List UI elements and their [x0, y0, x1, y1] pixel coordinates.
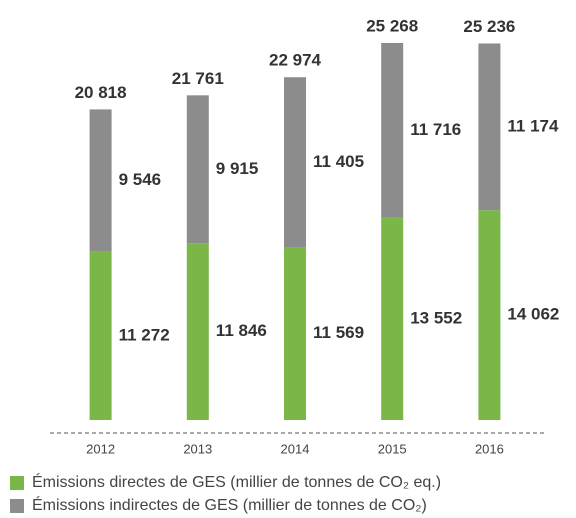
- bar-segment: [284, 77, 306, 248]
- total-label: 22 974: [269, 51, 322, 70]
- bar-segment: [381, 217, 404, 420]
- bar-segment: [381, 43, 404, 218]
- total-label: 20 818: [75, 83, 127, 102]
- total-label: 21 761: [172, 69, 224, 88]
- x-tick-label: 2013: [183, 441, 212, 456]
- bar-segment: [478, 210, 501, 420]
- bar-segment: [284, 247, 306, 420]
- bar-segment: [186, 243, 209, 420]
- legend-label: Émissions directes de GES (millier de to…: [32, 472, 441, 491]
- bar-segment: [186, 95, 209, 244]
- value-label: 9 915: [216, 159, 259, 178]
- value-label: 11 174: [507, 116, 559, 135]
- legend-swatch: [10, 476, 24, 490]
- value-label: 13 552: [410, 308, 462, 327]
- x-tick-label: 2016: [475, 441, 504, 456]
- value-label: 14 062: [507, 305, 559, 324]
- value-label: 11 272: [119, 325, 170, 344]
- total-label: 25 236: [463, 17, 515, 36]
- x-tick-label: 2014: [281, 441, 310, 456]
- bar-segment: [89, 251, 112, 420]
- value-label: 11 569: [313, 323, 364, 342]
- total-label: 25 268: [366, 16, 418, 35]
- value-label: 11 405: [313, 152, 364, 171]
- value-label: 11 716: [410, 120, 461, 139]
- legend-label: Émissions indirectes de GES (millier de …: [32, 495, 427, 514]
- bar-segment: [478, 43, 501, 211]
- legend-swatch: [10, 499, 24, 513]
- x-tick-label: 2012: [86, 441, 115, 456]
- x-tick-label: 2015: [378, 441, 407, 456]
- bar-segment: [89, 109, 112, 252]
- value-label: 11 846: [216, 321, 267, 340]
- value-label: 9 546: [119, 170, 162, 189]
